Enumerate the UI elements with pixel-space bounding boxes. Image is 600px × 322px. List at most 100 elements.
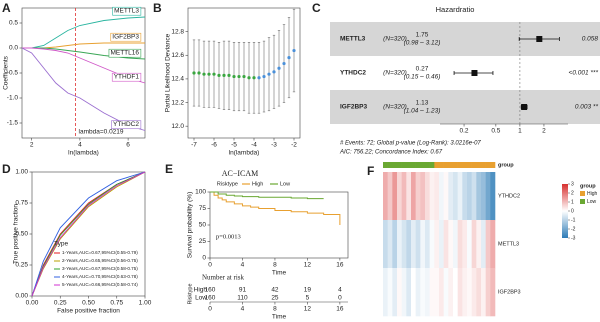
heat-cell xyxy=(434,220,440,269)
x-tick-label: 1.00 xyxy=(139,300,152,307)
heat-cell xyxy=(387,220,393,269)
x-axis-label: Time xyxy=(272,270,287,277)
heat-cell xyxy=(420,268,426,317)
row-name: IGF2BP3 xyxy=(340,104,367,111)
series-label-box xyxy=(108,48,142,58)
group-cell xyxy=(411,162,416,168)
heat-cell xyxy=(462,172,468,221)
series-label: METTL16 xyxy=(110,50,139,57)
point xyxy=(272,70,276,74)
y-tick-label: 0.50 xyxy=(15,231,28,238)
heat-cell xyxy=(439,220,444,269)
colorbar-label: 1 xyxy=(571,199,574,205)
x-tick-label: 0 xyxy=(208,306,212,313)
colorbar-label: 2 xyxy=(571,190,574,196)
heat-cell xyxy=(425,268,430,317)
x-tick-label: -4 xyxy=(251,142,257,149)
group-cell xyxy=(462,162,468,168)
heat-cell xyxy=(462,268,468,317)
row-n: (N=320) xyxy=(383,70,407,77)
panel-letter: E xyxy=(165,162,173,176)
row-ci: (0.98 – 3.12) xyxy=(404,40,441,47)
series-line xyxy=(31,171,146,297)
series-label: METTL3 xyxy=(114,8,139,15)
legend-label: Low xyxy=(280,181,290,187)
panel-letter: B xyxy=(153,1,162,15)
heat-cell xyxy=(481,172,486,221)
legend-label: High xyxy=(587,191,598,197)
heat-cell xyxy=(439,268,444,317)
heat-cell xyxy=(443,172,449,221)
risk-count: 160 xyxy=(205,287,216,294)
point xyxy=(227,73,231,77)
group-cell xyxy=(420,162,426,168)
heat-cell xyxy=(490,220,496,269)
heat-cell xyxy=(490,268,496,317)
series-line xyxy=(22,16,146,49)
risk-count: 91 xyxy=(239,287,247,294)
heat-cell xyxy=(457,220,463,269)
series-label-box xyxy=(110,32,142,42)
row-ci: (1.04 – 1.23) xyxy=(404,108,441,115)
series-line xyxy=(31,171,146,297)
heat-cell xyxy=(471,268,477,317)
legend-label: Low xyxy=(587,199,597,205)
group-bar-label: group xyxy=(498,162,514,168)
y-tick-label: 25 xyxy=(199,238,207,245)
row-p: <0.001 *** xyxy=(569,70,599,77)
row-band xyxy=(330,90,600,124)
point xyxy=(287,56,291,60)
heat-cell xyxy=(383,172,388,221)
heat-cell xyxy=(420,172,426,221)
series-label: IGF2BP3 xyxy=(112,34,139,41)
heat-cell xyxy=(443,220,449,269)
x-axis-label: ln(lambda) xyxy=(68,150,99,157)
legend-swatch xyxy=(580,191,585,196)
y-tick-label: 12.4 xyxy=(171,76,184,83)
x-axis-label: ln(lambda) xyxy=(229,150,260,157)
heat-cell xyxy=(425,172,430,221)
forest-title: Hazardratio xyxy=(436,5,475,14)
heat-cell xyxy=(429,220,435,269)
group-cell xyxy=(490,162,496,168)
survival-curve xyxy=(210,191,341,225)
point xyxy=(282,61,286,66)
chart-title: AC−ICAM xyxy=(222,169,259,178)
heat-cell xyxy=(392,220,398,269)
legend-label: 3-Years,AUC=0.67,95%CI(0.58-0.75) xyxy=(62,266,138,271)
colorbar-label: 0 xyxy=(571,208,574,214)
x-tick-label: 12 xyxy=(304,306,312,313)
group-cell xyxy=(485,162,491,168)
heat-cell xyxy=(411,268,416,317)
colorbar-label: 3 xyxy=(571,181,574,187)
point xyxy=(197,71,201,75)
risk-count: 4 xyxy=(338,287,342,294)
heat-cell xyxy=(453,220,458,269)
y-tick-label: -1.5 xyxy=(7,120,19,127)
point xyxy=(232,74,236,79)
y-tick-label: 0 xyxy=(202,255,206,262)
colorbar-label: -2 xyxy=(571,226,576,232)
point xyxy=(242,74,246,79)
heat-cell xyxy=(481,268,486,317)
x-tick-label: -3 xyxy=(271,142,277,149)
heat-cell xyxy=(406,268,412,317)
hr-box xyxy=(521,104,528,110)
risk-title: Number at risk xyxy=(202,274,244,282)
row-label: IGF2BP3 xyxy=(498,289,521,295)
heat-cell xyxy=(397,172,402,221)
heat-cell xyxy=(453,172,458,221)
heat-cell xyxy=(383,220,388,269)
risk-count: 42 xyxy=(271,287,279,294)
group-cell xyxy=(467,162,472,168)
group-cell xyxy=(481,162,486,168)
point xyxy=(217,73,221,77)
point xyxy=(222,73,226,77)
y-tick-label: 100 xyxy=(195,189,206,196)
heat-cell xyxy=(429,172,435,221)
risk-row-label: High xyxy=(194,287,208,294)
point xyxy=(252,76,256,80)
x-tick-label: 8 xyxy=(273,306,277,313)
y-tick-label: 50 xyxy=(199,222,207,229)
risk-count: 160 xyxy=(205,295,216,302)
